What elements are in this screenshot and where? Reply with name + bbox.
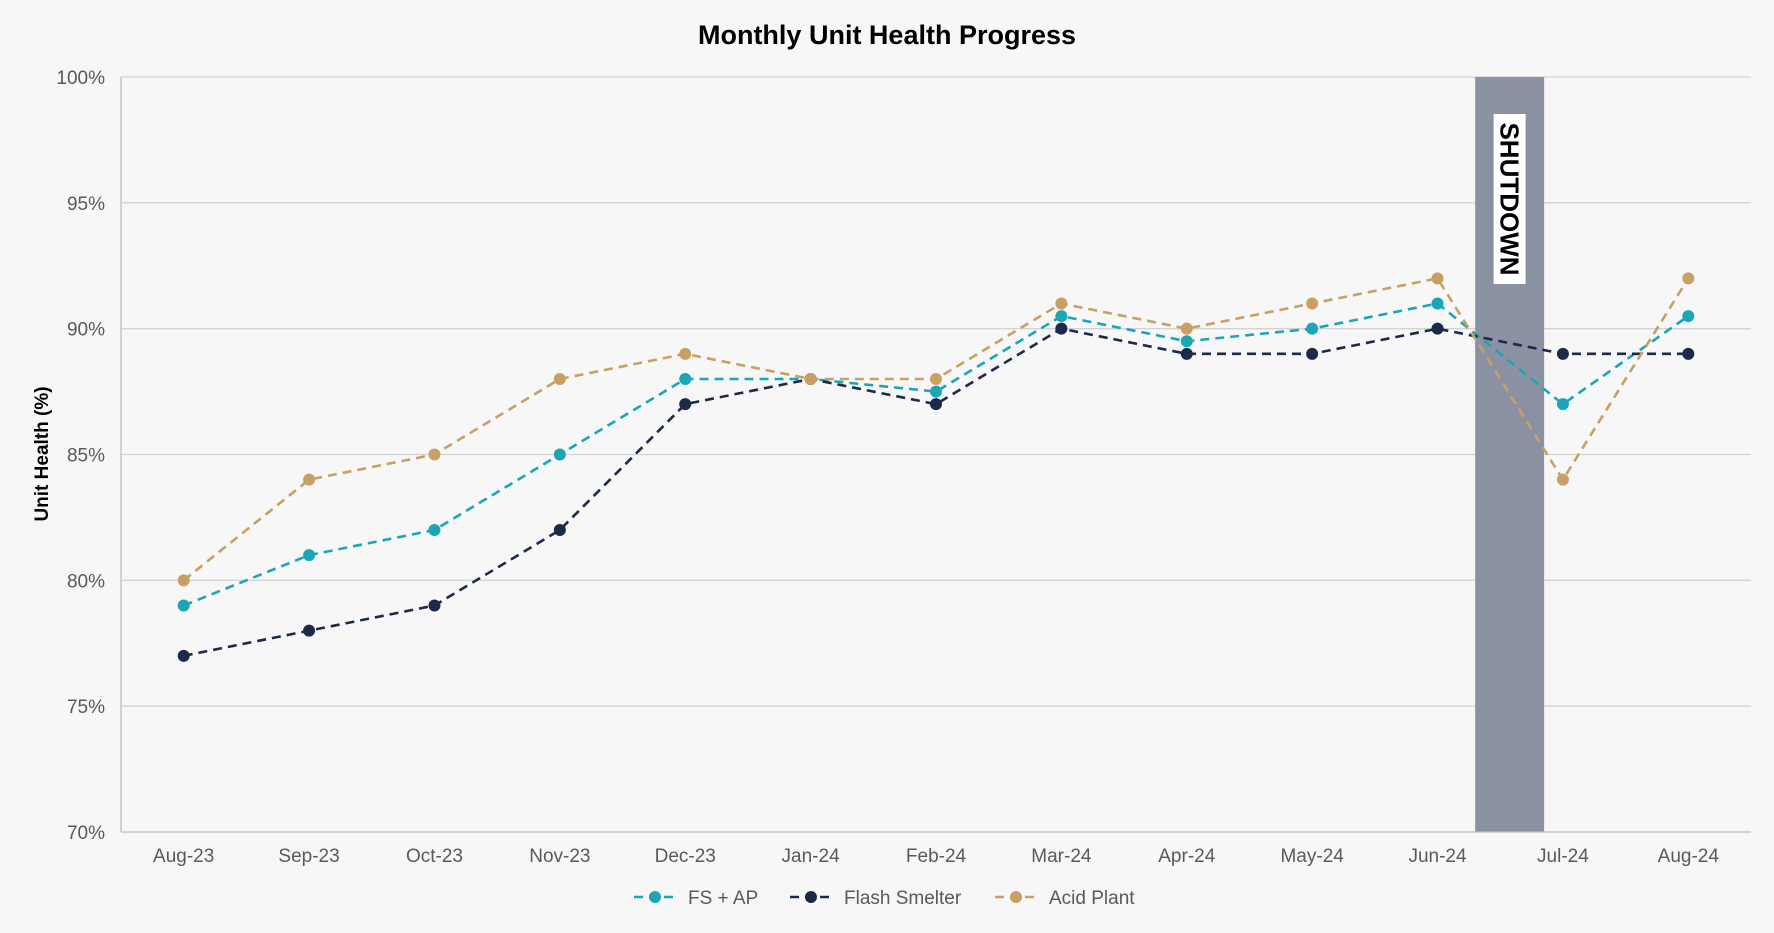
tick-labels: 70% 75% 80% 85% 90% 95% 100% Aug-23 Sep-23 Oct-23… bbox=[56, 68, 1719, 867]
data-point bbox=[1556, 473, 1569, 486]
y-tick-label: 95% bbox=[67, 194, 105, 215]
y-tick-label: 70% bbox=[67, 823, 105, 844]
data-point bbox=[1055, 310, 1068, 323]
data-point bbox=[1306, 322, 1319, 335]
data-point bbox=[428, 524, 441, 536]
data-point bbox=[177, 599, 190, 612]
chart-title: Monthly Unit Health Progress bbox=[698, 20, 1076, 50]
x-tick-label: Dec-23 bbox=[655, 846, 716, 867]
x-tick-label: Jan-24 bbox=[782, 846, 841, 867]
data-point bbox=[679, 373, 692, 385]
data-point bbox=[553, 524, 566, 536]
data-point bbox=[930, 385, 942, 398]
x-tick-label: Aug-24 bbox=[1658, 846, 1720, 867]
x-tick-label: Apr-24 bbox=[1158, 846, 1215, 867]
legend-swatch-marker bbox=[649, 891, 661, 903]
x-tick-label: Mar-24 bbox=[1031, 846, 1092, 867]
series-fs-ap bbox=[177, 297, 1695, 612]
legend-item: FS + AP bbox=[634, 888, 758, 909]
legend-swatch-marker bbox=[805, 891, 817, 903]
data-point bbox=[679, 347, 692, 360]
data-point bbox=[1055, 297, 1068, 310]
data-point bbox=[930, 398, 942, 411]
data-point bbox=[1682, 310, 1695, 323]
data-point bbox=[303, 624, 316, 637]
data-point bbox=[428, 599, 441, 612]
shutdown-label: SHUTDOWN bbox=[1495, 122, 1525, 275]
shutdown-label-box bbox=[1493, 114, 1526, 284]
data-point bbox=[1431, 322, 1444, 335]
legend-item: Flash Smelter bbox=[790, 888, 962, 909]
data-point bbox=[679, 398, 692, 411]
data-point bbox=[1055, 322, 1068, 335]
data-point bbox=[1682, 347, 1695, 360]
data-point bbox=[1306, 347, 1319, 360]
shutdown-band-group: SHUTDOWN bbox=[1475, 77, 1545, 832]
data-point bbox=[177, 649, 190, 662]
axes bbox=[120, 77, 1751, 833]
data-point bbox=[1556, 347, 1569, 360]
y-tick-label: 90% bbox=[67, 320, 105, 341]
x-tick-label: Nov-23 bbox=[529, 846, 590, 867]
x-tick-label: Sep-23 bbox=[278, 846, 339, 867]
x-tick-label: Jul-24 bbox=[1537, 846, 1589, 867]
data-point bbox=[1180, 322, 1193, 335]
y-tick-label: 80% bbox=[67, 571, 105, 592]
legend-label: FS + AP bbox=[688, 888, 758, 909]
data-point bbox=[303, 473, 316, 486]
legend-label: Flash Smelter bbox=[844, 888, 962, 909]
data-point bbox=[1556, 398, 1569, 411]
y-axis-title: Unit Health (%) bbox=[32, 386, 53, 521]
data-point bbox=[1431, 297, 1444, 310]
legend-item: Acid Plant bbox=[995, 888, 1135, 909]
x-tick-label: Oct-23 bbox=[406, 846, 463, 867]
x-tick-label: Aug-23 bbox=[153, 846, 214, 867]
legend-swatch-marker bbox=[1010, 891, 1022, 903]
series-group bbox=[177, 272, 1695, 662]
x-tick-label: Jun-24 bbox=[1408, 846, 1467, 867]
y-tick-label: 85% bbox=[67, 446, 105, 467]
data-point bbox=[1682, 272, 1695, 285]
data-point bbox=[1180, 335, 1193, 348]
data-point bbox=[428, 448, 441, 461]
data-point bbox=[1431, 272, 1444, 285]
data-point bbox=[1306, 297, 1319, 310]
data-point bbox=[553, 373, 566, 385]
legend: FS + AP Flash Smelter Acid Plant bbox=[634, 888, 1135, 909]
x-tick-label: Feb-24 bbox=[906, 846, 967, 867]
y-tick-label: 100% bbox=[56, 68, 105, 89]
legend-label: Acid Plant bbox=[1049, 888, 1135, 909]
data-point bbox=[1180, 347, 1193, 360]
x-tick-label: May-24 bbox=[1280, 846, 1344, 867]
data-point bbox=[930, 373, 942, 385]
data-point bbox=[804, 373, 817, 385]
data-point bbox=[303, 549, 316, 562]
data-point bbox=[553, 448, 566, 461]
series-acid-plant bbox=[177, 272, 1695, 587]
y-tick-label: 75% bbox=[67, 697, 105, 718]
data-point bbox=[177, 574, 190, 587]
